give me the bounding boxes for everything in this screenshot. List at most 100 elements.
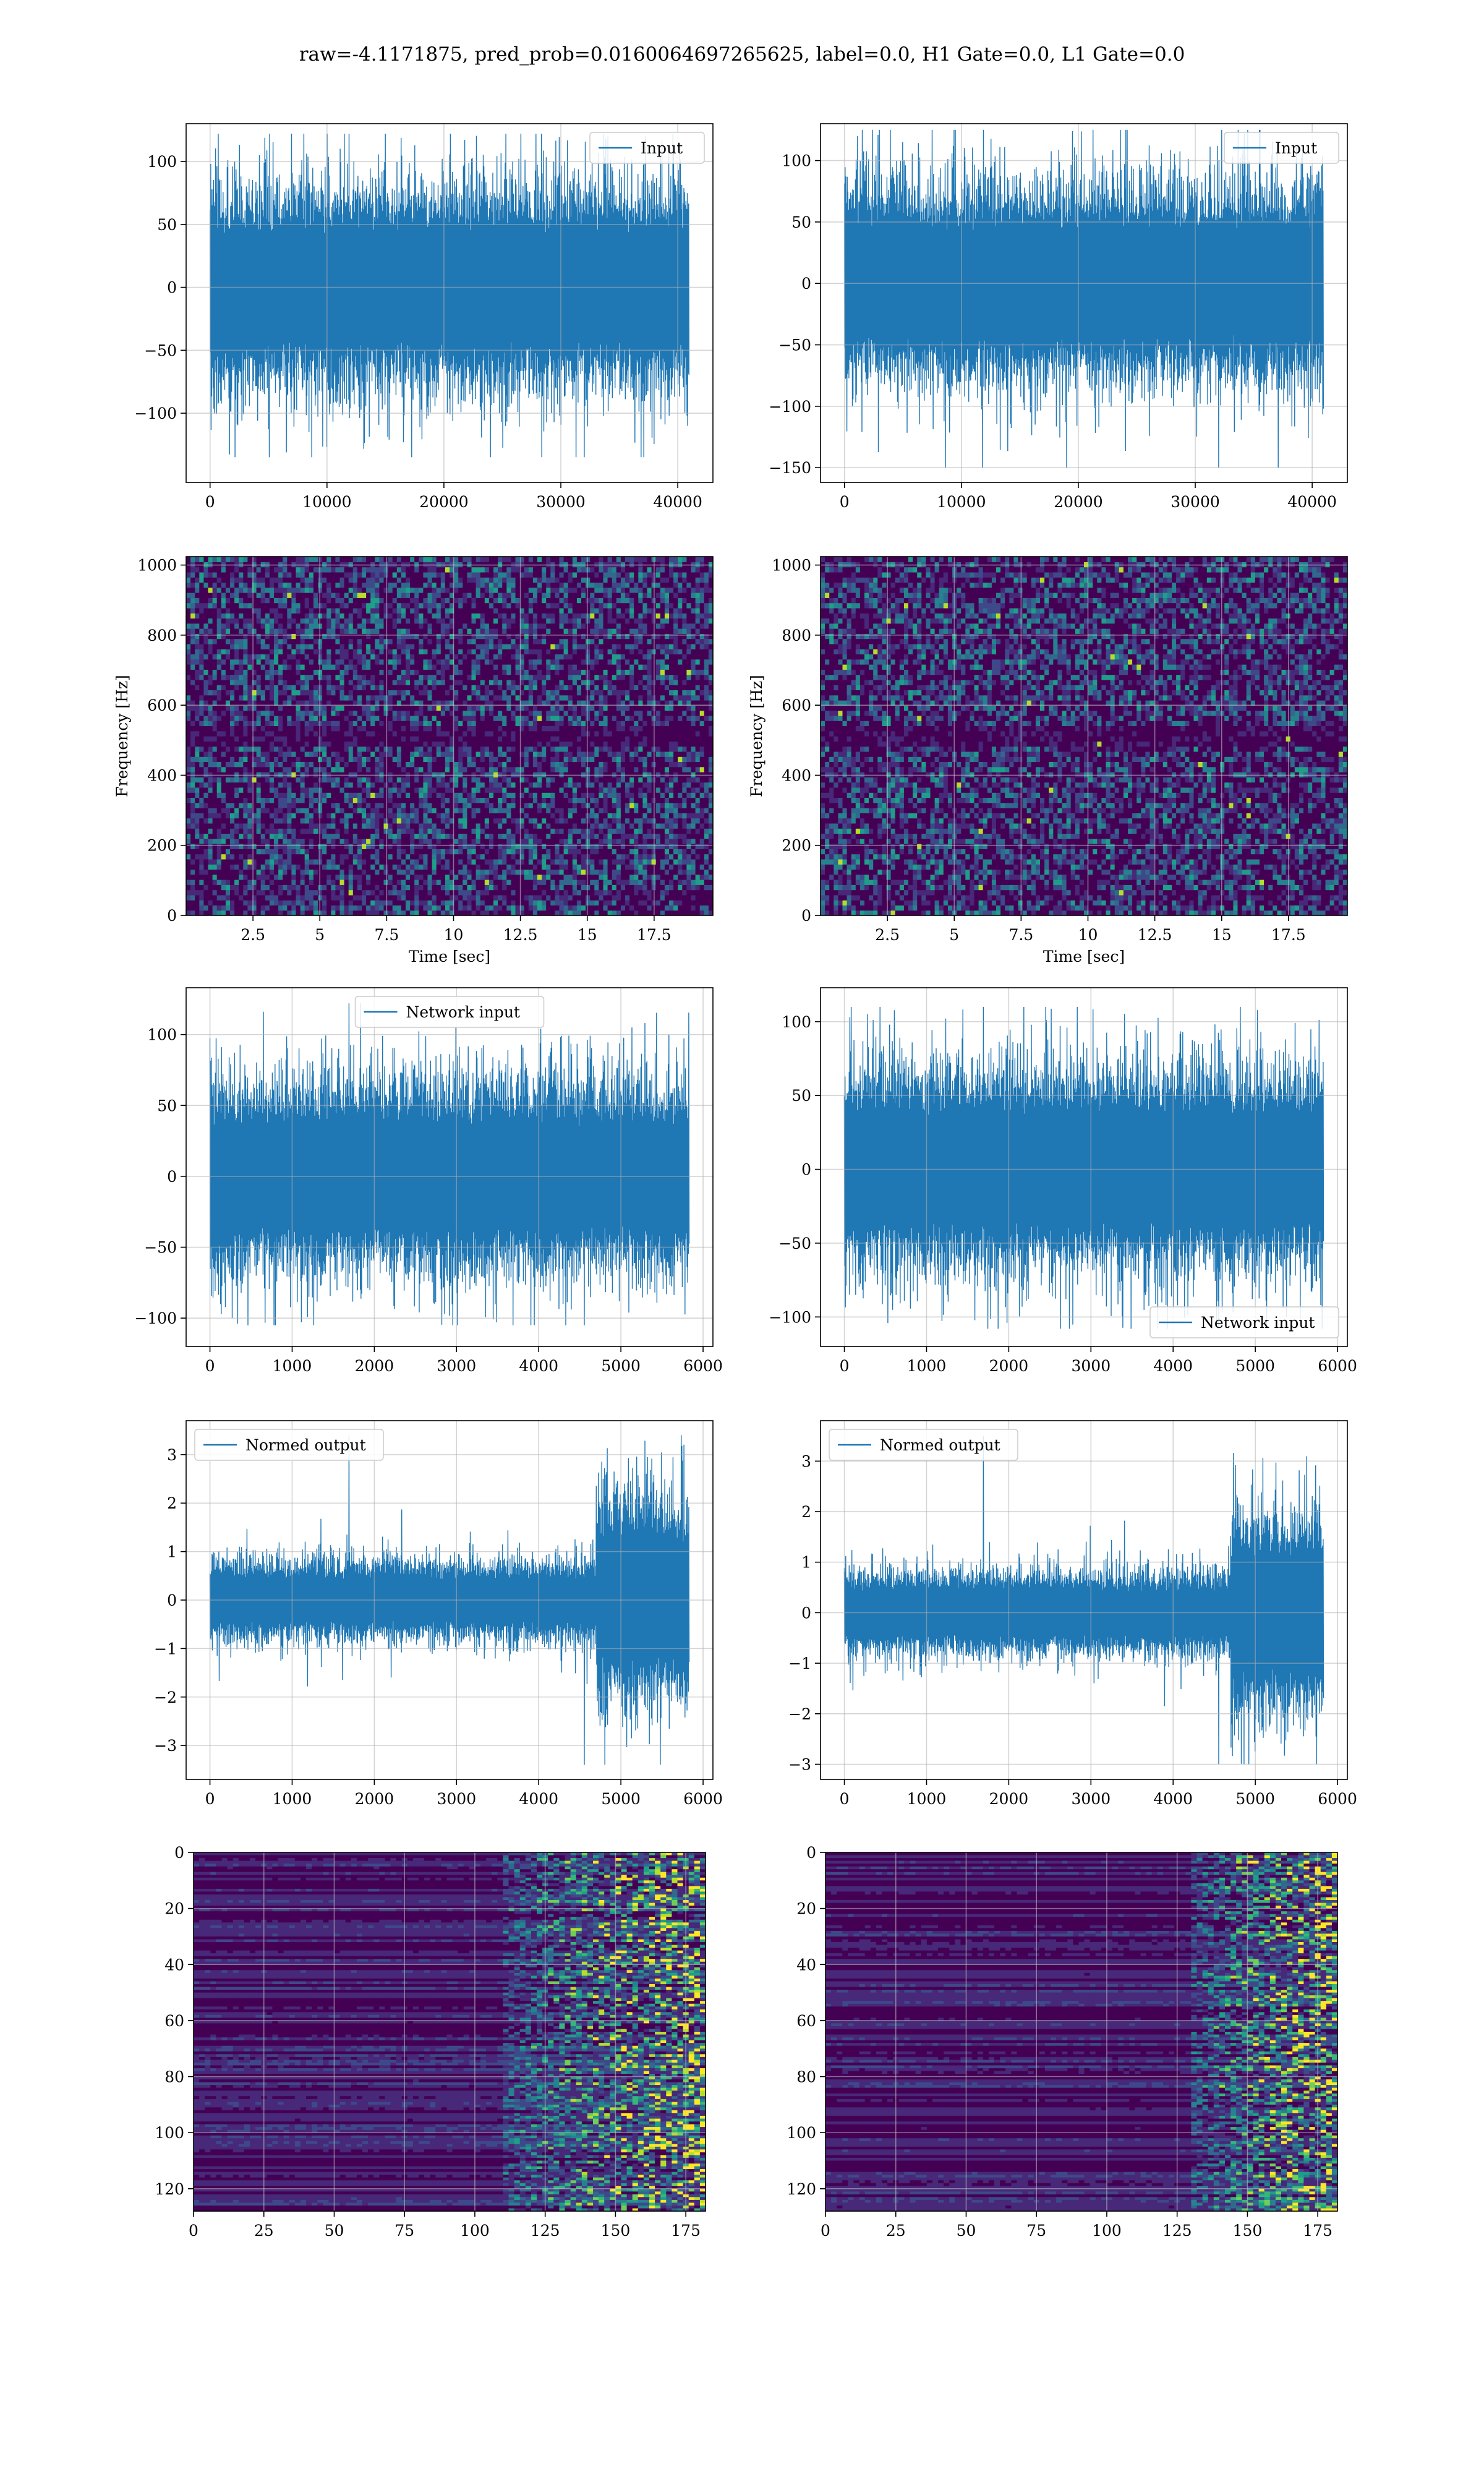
l1-network-input-ytick-label: 0 [801, 1161, 811, 1179]
l1-network-input-xtick-label: 1000 [907, 1357, 947, 1375]
h1-normed-output-xtick-label: 3000 [437, 1790, 476, 1808]
h1-normed-output-xtick-label: 4000 [519, 1790, 558, 1808]
h1-normed-output-series-line [209, 1435, 690, 1765]
l1-input-xtick-label: 40000 [1287, 493, 1337, 511]
l1-spectrogram-axes: 2.5 5 7.5 10 12.5 15 17.5 0 200 400 600 800 1000 Time… [748, 556, 1348, 965]
l1-spectrogram-xtick-label: 15 [1212, 926, 1232, 944]
h1-network-input-axes: 0 1000 2000 3000 4000 5000 6000 −100 −50 0 50 100 Ne… [134, 987, 723, 1375]
h1-input-xtick-label: 10000 [302, 493, 352, 511]
h1-input-ytick-label: 50 [157, 216, 177, 234]
h1-feature-map-ytick-label: 0 [174, 1844, 184, 1862]
h1-feature-map-xtick-label: 75 [394, 2222, 414, 2240]
h1-normed-output-xtick-label: 5000 [601, 1790, 641, 1808]
l1-feature-map-frame [825, 1852, 1338, 2212]
h1-normed-output-legend: Normed output [194, 1429, 384, 1461]
l1-network-input-axes: 0 1000 2000 3000 4000 5000 6000 −100 −50 0 50 100 Ne… [769, 987, 1357, 1375]
h1-feature-map-ytick-label: 40 [164, 1956, 184, 1974]
h1-input-ytick-label: −100 [134, 404, 177, 422]
h1-normed-output-legend-label: Normed output [245, 1436, 366, 1454]
l1-normed-output-ytick-label: 2 [801, 1503, 811, 1521]
h1-normed-output-ytick-label: 0 [167, 1591, 177, 1609]
l1-input-xtick-label: 0 [840, 493, 850, 511]
l1-input-ytick-label: −150 [769, 459, 811, 477]
l1-normed-output-ytick-label: −2 [788, 1705, 811, 1723]
l1-input-ytick-label: −50 [778, 336, 811, 354]
l1-input-xtick-label: 20000 [1054, 493, 1103, 511]
l1-normed-output-xtick-label: 1000 [907, 1790, 947, 1808]
l1-feature-map-ytick-label: 20 [796, 1900, 816, 1918]
l1-feature-map-xtick-label: 50 [957, 2222, 976, 2240]
l1-normed-output-frame [820, 1420, 1348, 1780]
h1-network-input-legend: Network input [354, 996, 545, 1028]
l1-normed-output-xtick-label: 6000 [1318, 1790, 1357, 1808]
h1-input-legend-label: Input [641, 139, 683, 157]
l1-normed-output-xtick-label: 2000 [989, 1790, 1029, 1808]
h1-normed-output-ytick-label: −3 [154, 1737, 177, 1755]
h1-normed-output-xtick-label: 1000 [273, 1790, 312, 1808]
l1-network-input-ytick-label: −50 [778, 1235, 811, 1252]
h1-spectrogram-xtick-label: 12.5 [503, 926, 538, 944]
l1-feature-map-xtick-label: 100 [1092, 2222, 1122, 2240]
l1-network-input-ytick-label: −100 [769, 1308, 811, 1326]
l1-network-input-xtick-label: 3000 [1071, 1357, 1111, 1375]
l1-network-input-series-line [843, 1006, 1324, 1329]
l1-feature-map-xtick-label: 150 [1233, 2222, 1263, 2240]
l1-spectrogram-xlabel: Time [sec] [1043, 948, 1125, 965]
h1-network-input-ytick-label: 50 [157, 1097, 177, 1115]
h1-input-axes: 0 10000 20000 30000 40000 −100 −50 0 50 100 Input [134, 123, 714, 511]
h1-feature-map-ytick-label: 60 [164, 2012, 184, 2030]
l1-spectrogram-xtick-label: 7.5 [1009, 926, 1033, 944]
figure-title: raw=-4.1171875, pred_prob=0.016006469726… [0, 43, 1484, 66]
l1-input-ytick-label: −100 [769, 398, 811, 416]
l1-normed-output-ytick-label: −3 [788, 1755, 811, 1773]
h1-network-input-xtick-label: 6000 [683, 1357, 723, 1375]
l1-feature-map-ytick-label: 80 [796, 2068, 816, 2086]
h1-normed-output-ytick-label: 2 [167, 1494, 177, 1512]
h1-feature-map-xtick-label: 150 [601, 2222, 631, 2240]
l1-input-ytick-label: 50 [791, 213, 811, 231]
h1-input-ytick-label: 0 [167, 279, 177, 297]
l1-normed-output-legend-label: Normed output [880, 1436, 1000, 1454]
l1-network-input-xtick-label: 2000 [989, 1357, 1029, 1375]
h1-network-input-xtick-label: 3000 [437, 1357, 476, 1375]
h1-normed-output-ytick-label: −2 [154, 1689, 177, 1706]
h1-network-input-xtick-label: 2000 [355, 1357, 394, 1375]
l1-network-input-xtick-label: 4000 [1153, 1357, 1193, 1375]
l1-feature-map-xtick-label: 75 [1026, 2222, 1046, 2240]
h1-feature-map-xtick-label: 25 [254, 2222, 274, 2240]
h1-network-input-grid [186, 988, 713, 1346]
h1-network-input-legend-label: Network input [406, 1003, 520, 1021]
l1-spectrogram-ytick-label: 1000 [772, 557, 811, 575]
l1-feature-map-xtick-label: 125 [1162, 2222, 1192, 2240]
l1-feature-map-xtick-label: 25 [886, 2222, 906, 2240]
h1-feature-map-xtick-label: 100 [460, 2222, 490, 2240]
h1-normed-output-xtick-label: 6000 [683, 1790, 723, 1808]
l1-feature-map-xtick-label: 0 [821, 2222, 830, 2240]
h1-spectrogram-xtick-label: 2.5 [241, 926, 265, 944]
l1-normed-output-legend: Normed output [829, 1429, 1018, 1461]
l1-normed-output-ytick-label: 3 [801, 1452, 811, 1470]
h1-spectrogram-ytick-label: 800 [147, 627, 177, 644]
l1-input-series-line [844, 129, 1324, 468]
l1-spectrogram-frame [820, 556, 1348, 916]
h1-network-input-frame [186, 987, 714, 1347]
l1-input-legend: Input [1224, 132, 1339, 164]
h1-normed-output-ytick-label: 3 [167, 1446, 177, 1464]
l1-input-frame [820, 123, 1348, 483]
l1-normed-output-grid [821, 1421, 1347, 1779]
l1-spectrogram-xtick-label: 2.5 [875, 926, 900, 944]
h1-normed-output-axes: 0 1000 2000 3000 4000 5000 6000 −3 −2 −1 0 1 2 3 Norme… [154, 1420, 723, 1808]
h1-input-xtick-label: 20000 [419, 493, 469, 511]
h1-spectrogram-ytick-label: 600 [147, 696, 177, 714]
h1-spectrogram-xtick-label: 5 [315, 926, 325, 944]
h1-feature-map-ytick-label: 20 [164, 1900, 184, 1918]
h1-normed-output-xtick-label: 2000 [355, 1790, 394, 1808]
l1-normed-output-axes: 0 1000 2000 3000 4000 5000 6000 −3 −2 −1 0 1 2 3 Norme… [788, 1420, 1357, 1808]
l1-spectrogram-xtick-label: 5 [949, 926, 959, 944]
h1-feature-map-axes: 0 25 50 75 100 125 150 175 0 20 40 60 80 100 120 [155, 1844, 706, 2240]
h1-feature-map-ytick-label: 120 [155, 2180, 184, 2198]
l1-spectrogram-xtick-label: 12.5 [1138, 926, 1172, 944]
h1-network-input-xtick-label: 4000 [519, 1357, 558, 1375]
h1-spectrogram-frame [186, 556, 714, 916]
h1-input-frame [186, 123, 714, 483]
